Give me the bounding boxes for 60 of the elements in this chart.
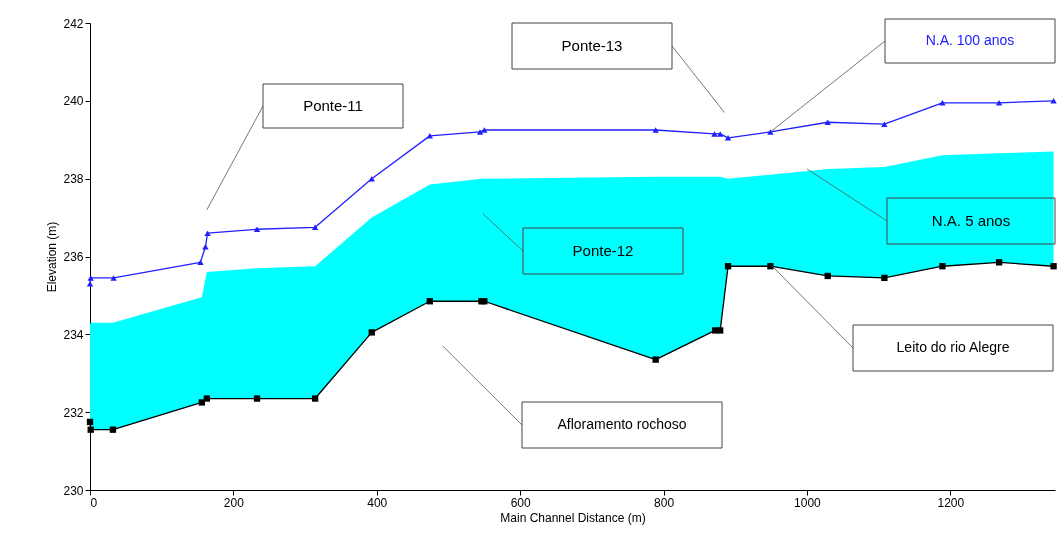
y-tick-label: 230 — [63, 483, 84, 498]
point — [717, 327, 724, 334]
point — [724, 263, 732, 270]
point — [202, 244, 209, 250]
point — [110, 275, 117, 281]
x-tick-label: 800 — [654, 495, 675, 510]
annotation: Ponte-13 — [561, 37, 623, 54]
point — [652, 356, 659, 363]
x-tick-label: 0 — [90, 495, 98, 510]
point — [253, 395, 261, 402]
point — [87, 275, 94, 281]
x-tick-label: 600 — [510, 495, 531, 510]
point — [86, 418, 94, 426]
point — [311, 395, 319, 402]
point — [652, 127, 659, 133]
y-tick-label: 234 — [63, 327, 84, 342]
point — [203, 395, 211, 402]
y-tick-label: 240 — [63, 94, 84, 109]
annotation: Afloramento rochoso — [557, 416, 687, 432]
point — [87, 426, 94, 433]
annotation: Ponte-12 — [572, 242, 634, 259]
point — [426, 298, 433, 305]
annotation: Ponte-11 — [303, 97, 363, 114]
point — [824, 272, 831, 280]
point — [711, 131, 718, 137]
x-tick-label: 1200 — [937, 495, 965, 510]
text: Leito do rio Alegre — [896, 339, 1010, 355]
point — [197, 259, 204, 266]
text: N.A. 100 anos — [925, 32, 1015, 48]
y-tick-label: 236 — [63, 250, 84, 264]
point — [204, 230, 211, 236]
point — [881, 121, 888, 127]
y-tick-label: 238 — [63, 172, 84, 187]
point — [824, 119, 831, 125]
y-tick-label: 242 — [63, 16, 84, 31]
x-tick-label: 200 — [223, 495, 245, 510]
y-tick-label: 232 — [63, 405, 84, 420]
point — [1050, 263, 1057, 270]
point — [717, 131, 724, 137]
x-tick-label: 400 — [367, 495, 388, 510]
point — [995, 100, 1003, 106]
y-axis-title: Elevation (m) — [45, 221, 60, 293]
point — [426, 133, 433, 139]
point — [109, 426, 117, 433]
point — [1050, 98, 1057, 104]
point — [311, 224, 319, 231]
point — [198, 399, 206, 406]
point — [481, 127, 488, 133]
point — [939, 263, 946, 270]
point — [939, 100, 946, 106]
point — [368, 329, 375, 336]
point — [476, 129, 484, 135]
point — [253, 226, 261, 232]
point — [995, 259, 1003, 266]
point — [767, 129, 774, 135]
point — [881, 274, 888, 282]
point — [724, 135, 732, 141]
series-label: N.A. 5 anos — [931, 212, 1011, 229]
x-tick-label: 1000 — [794, 495, 822, 510]
x-axis-title: Main Channel Distance (m) — [500, 510, 646, 525]
